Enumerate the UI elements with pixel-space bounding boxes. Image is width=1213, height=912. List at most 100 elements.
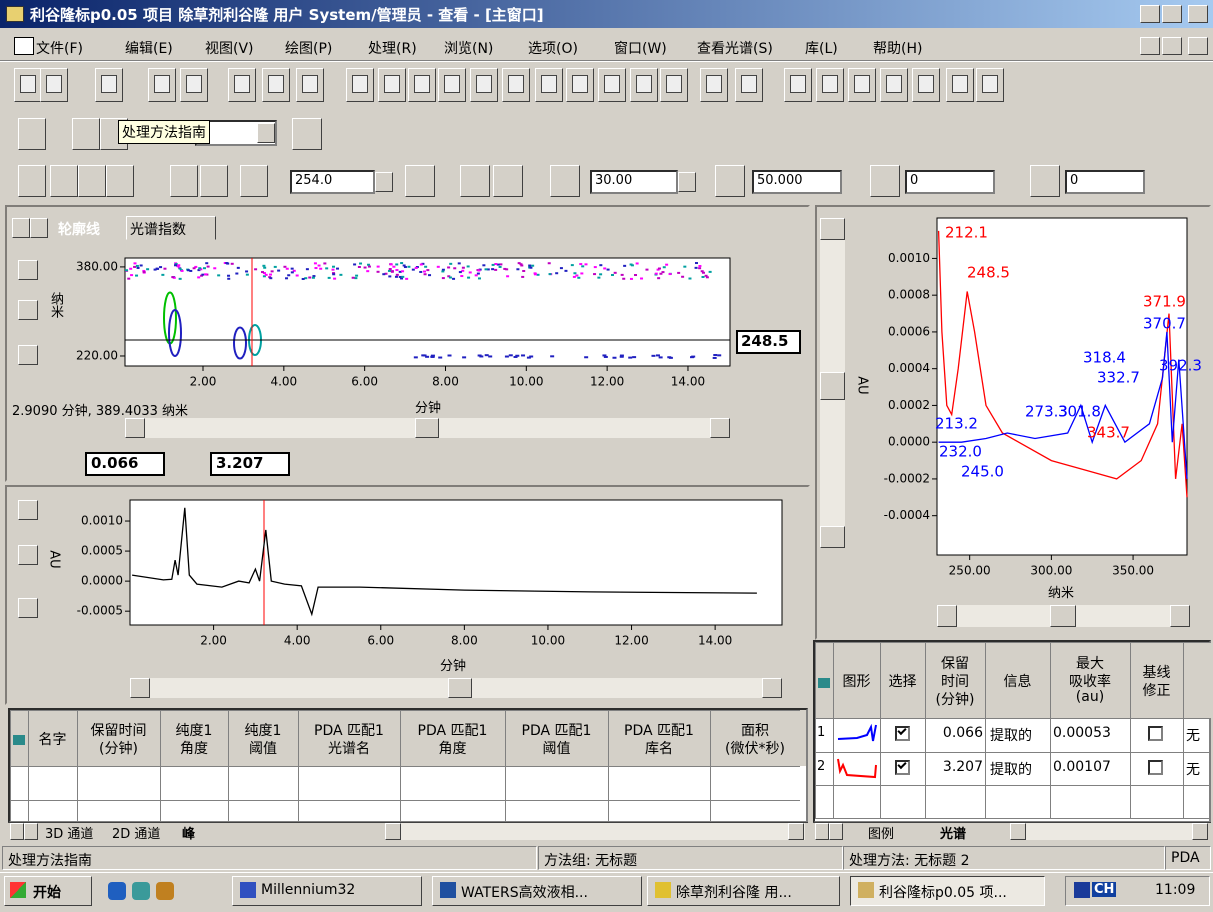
menu-item: 视图(V) — [205, 41, 254, 57]
button[interactable] — [415, 418, 439, 438]
contour-dot — [277, 269, 281, 272]
button[interactable] — [815, 823, 829, 840]
button[interactable] — [493, 165, 523, 197]
button[interactable] — [1050, 605, 1076, 627]
contour-dot — [400, 277, 404, 280]
button[interactable] — [448, 678, 472, 698]
col-line — [1183, 642, 1184, 818]
contour-dot — [603, 267, 607, 270]
quick-launch[interactable] — [156, 882, 174, 900]
button[interactable] — [12, 218, 30, 238]
contour-dot — [668, 273, 672, 276]
button[interactable] — [1030, 165, 1060, 197]
button[interactable] — [18, 260, 38, 280]
checkbox[interactable] — [895, 726, 910, 741]
row-line — [815, 718, 1211, 719]
button[interactable] — [18, 118, 46, 150]
button[interactable] — [130, 678, 150, 698]
contour-dot — [261, 271, 265, 274]
plot: 2.00 4.00 6.00 8.00 10.00 12.00 14.00 380.00 220… — [76, 257, 731, 389]
button[interactable] — [50, 165, 78, 197]
contour-dot — [376, 265, 380, 268]
button[interactable] — [106, 165, 134, 197]
button[interactable] — [18, 300, 38, 320]
button[interactable] — [200, 165, 228, 197]
button[interactable] — [1170, 605, 1190, 627]
button[interactable] — [18, 545, 38, 565]
button[interactable] — [385, 823, 401, 840]
button[interactable] — [18, 598, 38, 618]
checkbox[interactable] — [1148, 760, 1163, 775]
button[interactable] — [1140, 5, 1160, 23]
button[interactable] — [1188, 5, 1208, 23]
button[interactable] — [678, 172, 696, 192]
button[interactable] — [240, 165, 268, 197]
button[interactable] — [30, 218, 48, 238]
checkbox[interactable] — [1148, 726, 1163, 741]
contour-dot — [622, 277, 626, 280]
peak-label: 343.7 — [1087, 424, 1130, 442]
contour-dot — [619, 355, 624, 358]
button[interactable] — [78, 165, 106, 197]
button[interactable] — [937, 605, 957, 627]
contour-dot — [392, 265, 396, 268]
button[interactable] — [1010, 823, 1026, 840]
contour-dot — [448, 276, 452, 279]
button[interactable] — [1162, 5, 1182, 23]
button[interactable] — [820, 372, 845, 400]
contour-dot — [388, 275, 392, 278]
contour-dot — [479, 355, 484, 358]
button[interactable] — [170, 165, 198, 197]
button[interactable] — [375, 172, 393, 192]
x-tick-label: 6.00 — [351, 375, 378, 389]
button[interactable] — [10, 823, 24, 840]
button[interactable] — [820, 526, 845, 548]
button[interactable] — [18, 165, 46, 197]
button[interactable] — [72, 118, 100, 150]
contour-dot — [640, 277, 644, 280]
button[interactable] — [1162, 37, 1182, 55]
button[interactable] — [405, 165, 435, 197]
cell: 无 — [1186, 728, 1200, 744]
button[interactable] — [820, 218, 845, 240]
contour-dot — [217, 274, 221, 277]
task-button[interactable]: 利谷隆标p0.05 项... — [850, 876, 1045, 906]
column-header: 名字 — [38, 732, 67, 748]
start-button[interactable]: 开始 — [4, 876, 92, 906]
quick-launch[interactable] — [132, 882, 150, 900]
contour-dot — [204, 273, 208, 276]
task-button[interactable]: WATERS高效液相... — [432, 876, 642, 906]
task-button[interactable]: 除草剂利谷隆 用... — [647, 876, 840, 906]
task-button[interactable]: Millennium32 — [232, 876, 422, 906]
button[interactable] — [1192, 823, 1208, 840]
button[interactable] — [125, 418, 145, 438]
contour-dot — [533, 273, 537, 276]
contour-dot — [186, 269, 190, 272]
button[interactable] — [24, 823, 38, 840]
button[interactable] — [710, 418, 730, 438]
contour-dot — [312, 275, 316, 278]
contour-dot — [645, 268, 649, 271]
checkbox[interactable] — [895, 760, 910, 775]
button[interactable] — [292, 118, 322, 150]
button[interactable] — [460, 165, 490, 197]
button[interactable] — [1188, 37, 1208, 55]
button[interactable] — [829, 823, 843, 840]
button[interactable] — [257, 123, 275, 143]
button[interactable] — [788, 823, 804, 840]
button[interactable] — [1140, 37, 1160, 55]
button[interactable] — [550, 165, 580, 197]
contour-dot — [572, 275, 576, 278]
button[interactable] — [816, 68, 844, 102]
icon — [476, 75, 492, 93]
range-box: 3.207 — [210, 452, 290, 476]
button[interactable] — [18, 500, 38, 520]
x-tick-label: 14.00 — [698, 634, 732, 648]
button[interactable] — [715, 165, 745, 197]
quick-launch[interactable] — [108, 882, 126, 900]
contour-dot — [159, 266, 163, 269]
button[interactable] — [870, 165, 900, 197]
button[interactable] — [18, 345, 38, 365]
button[interactable] — [762, 678, 782, 698]
menu-item: 选项(O) — [528, 41, 578, 57]
